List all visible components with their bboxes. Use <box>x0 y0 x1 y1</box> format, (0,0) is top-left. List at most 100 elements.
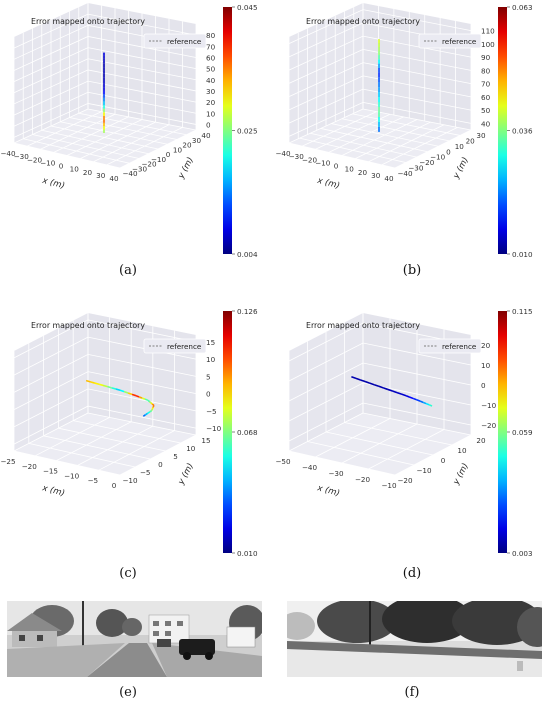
trajectory-segment <box>123 390 129 394</box>
chart-panel-b: −40 −30 −20 −10 0 10 20 30 40 −40 −30 −20 −10 0 10 20 30… <box>275 0 550 265</box>
grid-line <box>60 121 168 145</box>
y-tick-label: 0 <box>441 456 446 465</box>
x-tick-label: −25 <box>0 457 15 466</box>
chart-title: Error mapped onto trajectory <box>31 321 145 330</box>
trajectory-segment <box>364 380 370 384</box>
z-tick-label: 60 <box>206 53 216 62</box>
caption-f: (f) <box>404 685 420 700</box>
x-tick-label: −30 <box>14 152 30 161</box>
x-tick-label: −20 <box>27 155 43 164</box>
grid-line <box>13 142 121 169</box>
chart-panel-d: −50 −40 −30 −20 −10 −20 −10 0 10 20 −20 −10 0 10 20 x (… <box>275 305 550 565</box>
grid-line <box>288 362 472 402</box>
x-tick-label: −20 <box>355 475 371 484</box>
x-tick-label: 0 <box>112 481 117 490</box>
grid-line <box>13 371 197 410</box>
grid-line <box>13 47 197 82</box>
y-tick-label: −10 <box>430 153 446 162</box>
grid-line <box>288 35 472 71</box>
x-tick-label: 0 <box>334 162 339 171</box>
colorbar-label: 0.004 <box>237 250 258 259</box>
z-tick-label: 0 <box>206 390 211 399</box>
y-axis-label: y (m) <box>451 156 471 182</box>
trajectory-segment <box>144 398 149 402</box>
y-tick-label: −5 <box>140 468 151 477</box>
z-tick-label: 10 <box>206 109 216 118</box>
grid-line <box>341 119 418 156</box>
grid-line <box>87 412 197 436</box>
colorbar-label: 0.059 <box>512 428 533 437</box>
z-tick-label: 10 <box>481 361 491 370</box>
x-tick-label: 10 <box>70 165 80 174</box>
grid-line <box>288 382 472 422</box>
x-tick-label: −20 <box>302 155 318 164</box>
z-tick-label: −5 <box>206 407 217 416</box>
trajectory-segment <box>351 376 357 380</box>
x-tick-label: −50 <box>275 457 291 466</box>
grid-line <box>13 319 197 359</box>
x-tick-label: −40 <box>302 463 318 472</box>
caption-a: (a) <box>119 263 137 278</box>
x-tick-label: −5 <box>87 476 98 485</box>
y-axis-label: y (m) <box>176 156 196 182</box>
trajectory-segment <box>425 402 430 406</box>
z-tick-label: 70 <box>206 42 216 51</box>
caption-b: (b) <box>402 263 422 278</box>
z-tick-label: −10 <box>206 424 222 433</box>
x-tick-label: −40 <box>0 149 16 158</box>
grid-line <box>43 435 151 460</box>
grid-line <box>368 124 445 163</box>
grid-line <box>288 322 472 362</box>
y-tick-label: −20 <box>397 476 413 485</box>
chart-panel-c: −25 −20 −15 −10 −5 0 −10 −5 0 5 10 15 −10 −5 0 5 10 15 x (… <box>0 305 275 565</box>
z-tick-label: 60 <box>481 93 491 102</box>
legend-label: reference <box>442 37 477 46</box>
trajectory-segment <box>102 384 108 388</box>
trajectory-segment <box>383 387 389 391</box>
grid-line <box>78 112 187 136</box>
trajectory-segment <box>141 397 146 400</box>
grid-line <box>288 9 472 44</box>
legend: reference <box>418 338 482 354</box>
grid-line <box>341 118 450 142</box>
grid-line <box>288 450 396 476</box>
grid-line <box>13 388 197 428</box>
legend-label: reference <box>442 342 477 351</box>
trajectory-segment <box>392 390 398 394</box>
legend-label: reference <box>167 37 202 46</box>
trajectory-segment <box>111 387 117 390</box>
colorbar-label: 0.025 <box>237 127 258 136</box>
y-tick-label: 20 <box>182 141 192 150</box>
grid-line <box>73 420 181 444</box>
x-tick-label: 30 <box>371 171 381 180</box>
trajectory-segment <box>412 397 417 401</box>
chart-panel-a: −40 −30 −20 −10 0 10 20 30 40 −40 −30 −20 −10 0 10 20 30… <box>0 0 275 265</box>
grid-line <box>299 137 406 163</box>
grid-line <box>288 142 396 169</box>
x-tick-label: −10 <box>64 471 80 480</box>
y-tick-label: 20 <box>476 436 486 445</box>
trajectory-segment <box>150 408 153 411</box>
colorbar-label: 0.126 <box>237 307 258 316</box>
grid-line <box>302 111 377 147</box>
z-tick-label: 0 <box>206 120 211 129</box>
x-tick-label: −40 <box>275 149 291 158</box>
caption-e: (e) <box>119 685 137 700</box>
grid-line <box>352 113 461 136</box>
trajectory-segment <box>152 405 155 408</box>
y-tick-label: 10 <box>457 446 467 455</box>
y-tick-label: 5 <box>173 452 178 461</box>
grid-line <box>381 127 458 166</box>
chart-title: Error mapped onto trajectory <box>306 17 420 26</box>
colorbar-label: 0.115 <box>512 307 533 316</box>
trajectory-segment <box>369 382 375 386</box>
y-tick-label: 30 <box>192 136 202 145</box>
grid-line <box>310 132 417 158</box>
z-tick-label: −10 <box>481 401 497 410</box>
y-tick-label: 40 <box>201 131 211 140</box>
trajectory-segment <box>378 385 384 389</box>
grid-line <box>288 62 472 97</box>
x-tick-label: 20 <box>83 168 93 177</box>
y-tick-label: −10 <box>151 155 167 164</box>
z-tick-label: 5 <box>206 372 211 381</box>
